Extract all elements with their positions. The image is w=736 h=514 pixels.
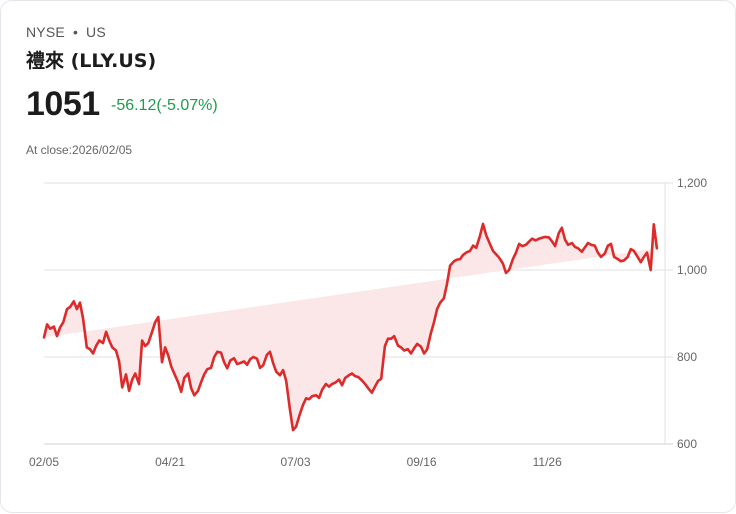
y-tick-label: 800	[677, 350, 697, 364]
y-tick-label: 600	[677, 437, 697, 451]
y-tick-label: 1,000	[677, 263, 707, 277]
x-tick-label: 04/21	[155, 455, 185, 469]
y-axis-labels: 600 800 1,000 1,200	[677, 176, 707, 451]
x-tick-label: 09/16	[407, 455, 437, 469]
x-tick-label: 11/26	[533, 455, 562, 469]
price-area-fill	[44, 223, 657, 431]
price-line	[42, 222, 659, 432]
current-price: 1051	[26, 85, 100, 123]
exchange-label: NYSE • US	[26, 24, 106, 40]
region-name: US	[86, 24, 106, 40]
close-timestamp: At close:2026/02/05	[26, 143, 133, 157]
price-change: -56.12(-5.07%)	[111, 97, 218, 114]
x-axis-labels: 02/05 04/21 07/03 09/16 11/26	[29, 455, 562, 469]
x-tick-label: 07/03	[281, 455, 311, 469]
x-tick-label: 02/05	[29, 455, 59, 469]
separator-dot-icon: •	[72, 24, 79, 40]
y-tick-label: 1,200	[677, 176, 707, 190]
exchange-name: NYSE	[26, 24, 65, 40]
stock-title: 禮來 (LLY.US)	[26, 50, 157, 72]
